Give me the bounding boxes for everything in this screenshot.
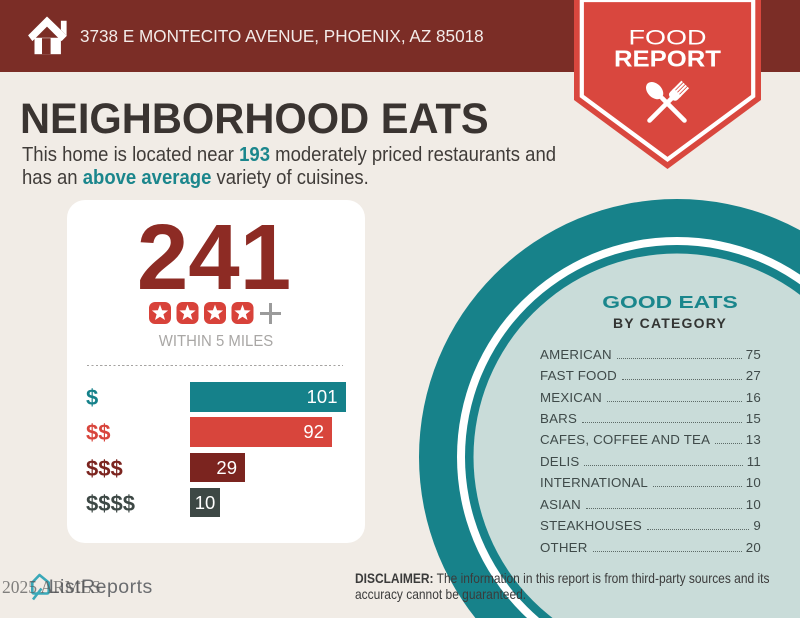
svg-text:REPORT: REPORT [614,46,721,72]
svg-text:FOOD: FOOD [629,26,707,50]
